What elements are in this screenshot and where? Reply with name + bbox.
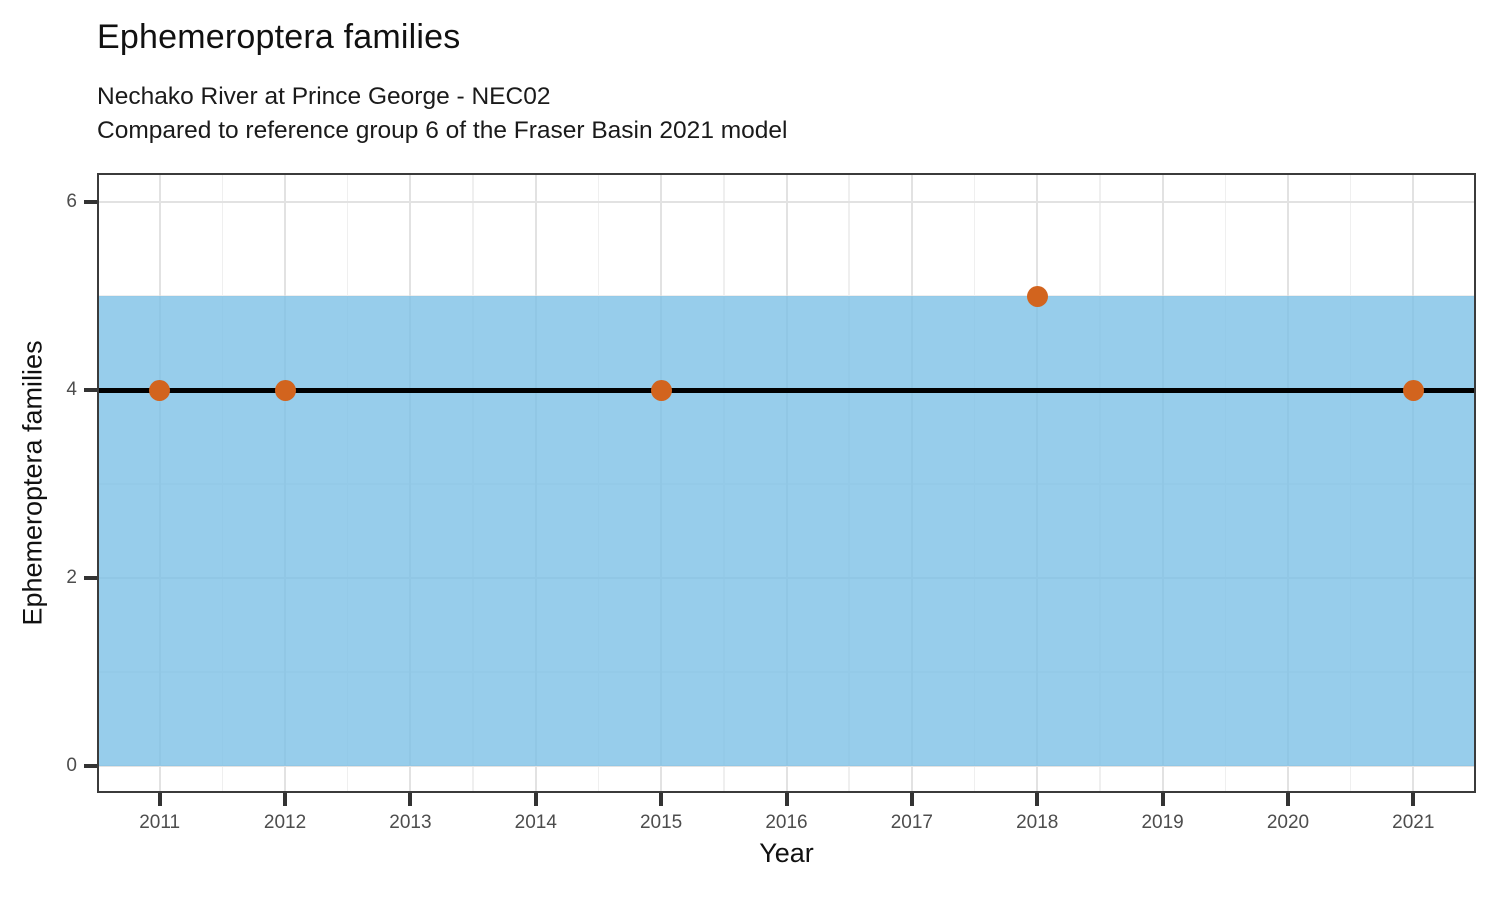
- gridline-y-major: [97, 764, 1476, 767]
- y-tick: [84, 763, 97, 768]
- x-tick: [659, 793, 664, 806]
- x-tick: [909, 793, 914, 806]
- x-tick-label: 2015: [639, 812, 683, 833]
- chart-subtitle-line1: Nechako River at Prince George - NEC02: [97, 83, 551, 110]
- x-tick-label: 2013: [389, 812, 432, 833]
- x-tick-label: 2020: [1266, 812, 1310, 833]
- x-tick: [157, 793, 162, 806]
- data-point: [1026, 285, 1048, 307]
- reference-band: [97, 296, 1476, 766]
- y-tick-label: 4: [66, 379, 77, 400]
- x-tick: [1035, 793, 1040, 806]
- x-tick: [283, 793, 288, 806]
- y-tick: [84, 200, 97, 205]
- x-tick: [1285, 793, 1290, 806]
- x-tick-label: 2019: [1141, 812, 1184, 833]
- chart-subtitle: Nechako River at Prince George - NEC02 C…: [97, 80, 787, 148]
- y-tick: [84, 575, 97, 580]
- x-tick-label: 2012: [263, 812, 307, 833]
- y-tick-label: 0: [66, 754, 77, 776]
- x-tick-label: 2017: [890, 812, 933, 833]
- x-tick-label: 2018: [1016, 812, 1059, 833]
- chart-panel: [97, 173, 1476, 793]
- y-axis-title: Ephemeroptera families: [17, 340, 48, 626]
- reference-line: [97, 387, 1476, 393]
- y-tick-label: 2: [66, 566, 77, 588]
- x-tick-label: 2021: [1392, 812, 1435, 833]
- x-axis-title: Year: [759, 838, 814, 868]
- gridline-y-major: [97, 201, 1476, 204]
- plot-area: 2011 2012 2013 2014 2015 2016 2017 2018 2019 2020…: [18, 173, 1476, 868]
- x-tick-label: 2011: [139, 812, 181, 833]
- y-tick-label: 6: [66, 191, 77, 213]
- x-tick-label: 2014: [514, 812, 557, 833]
- data-point: [1402, 379, 1424, 401]
- y-tick: [84, 388, 97, 392]
- data-point: [274, 379, 296, 401]
- data-point: [650, 379, 672, 401]
- x-tick: [784, 793, 789, 806]
- x-tick: [1160, 793, 1165, 806]
- x-tick: [533, 793, 538, 806]
- chart-subtitle-line2: Compared to reference group 6 of the Fra…: [97, 117, 788, 144]
- chart-title: Ephemeroptera families: [97, 18, 461, 56]
- x-tick: [408, 793, 413, 806]
- x-tick-label: 2016: [765, 812, 808, 833]
- x-tick: [1411, 793, 1416, 806]
- data-point: [149, 379, 171, 401]
